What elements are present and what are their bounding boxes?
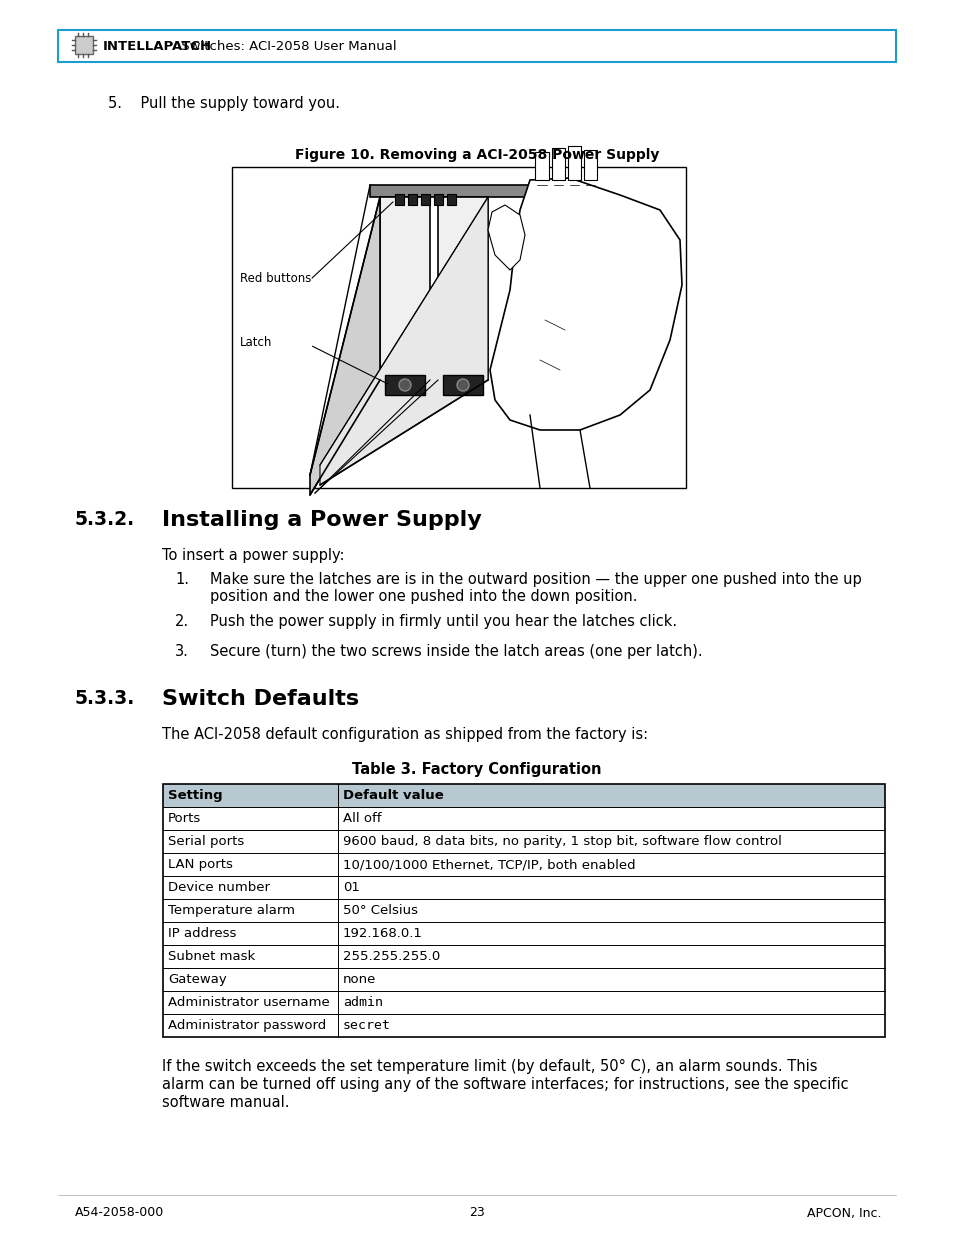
Text: 50° Celsius: 50° Celsius <box>343 904 417 918</box>
Text: 01: 01 <box>343 881 359 894</box>
Polygon shape <box>310 198 379 495</box>
Polygon shape <box>442 375 482 395</box>
Text: 9600 baud, 8 data bits, no parity, 1 stop bit, software flow control: 9600 baud, 8 data bits, no parity, 1 sto… <box>343 835 781 848</box>
Bar <box>370 185 539 198</box>
Text: Serial ports: Serial ports <box>168 835 244 848</box>
Text: Temperature alarm: Temperature alarm <box>168 904 294 918</box>
Polygon shape <box>447 194 456 205</box>
Text: If the switch exceeds the set temperature limit (by default, 50° C), an alarm so: If the switch exceeds the set temperatur… <box>162 1058 817 1074</box>
Text: Device number: Device number <box>168 881 270 894</box>
Text: alarm can be turned off using any of the software interfaces; for instructions, : alarm can be turned off using any of the… <box>162 1077 848 1092</box>
Text: 10/100/1000 Ethernet, TCP/IP, both enabled: 10/100/1000 Ethernet, TCP/IP, both enabl… <box>343 858 635 871</box>
Text: To insert a power supply:: To insert a power supply: <box>162 548 344 563</box>
Text: 5.    Pull the supply toward you.: 5. Pull the supply toward you. <box>108 96 339 111</box>
Text: Subnet mask: Subnet mask <box>168 950 255 963</box>
Polygon shape <box>490 178 681 430</box>
Polygon shape <box>395 194 403 205</box>
Text: All off: All off <box>343 811 381 825</box>
Text: 2.: 2. <box>174 614 189 629</box>
Text: Installing a Power Supply: Installing a Power Supply <box>162 510 481 530</box>
Polygon shape <box>488 205 524 270</box>
Text: none: none <box>343 973 376 986</box>
Polygon shape <box>420 194 430 205</box>
Text: 3.: 3. <box>174 643 189 659</box>
Text: secret: secret <box>343 1019 391 1032</box>
Text: Administrator username: Administrator username <box>168 995 330 1009</box>
Text: Default value: Default value <box>343 789 443 802</box>
Text: 192.168.0.1: 192.168.0.1 <box>343 927 422 940</box>
Text: Secure (turn) the two screws inside the latch areas (one per latch).: Secure (turn) the two screws inside the … <box>210 643 702 659</box>
Polygon shape <box>583 149 597 180</box>
Text: Table 3. Factory Configuration: Table 3. Factory Configuration <box>352 762 601 777</box>
Text: Ports: Ports <box>168 811 201 825</box>
Bar <box>232 167 685 488</box>
Circle shape <box>398 379 411 391</box>
Text: Red buttons: Red buttons <box>240 272 311 284</box>
Text: Gateway: Gateway <box>168 973 227 986</box>
Text: Switch Defaults: Switch Defaults <box>162 689 358 709</box>
Text: Switches: ACI-2058 User Manual: Switches: ACI-2058 User Manual <box>177 40 396 53</box>
Polygon shape <box>319 198 488 485</box>
Text: LAN ports: LAN ports <box>168 858 233 871</box>
Text: 255.255.255.0: 255.255.255.0 <box>343 950 439 963</box>
Text: Make sure the latches are is in the outward position — the upper one pushed into: Make sure the latches are is in the outw… <box>210 572 861 587</box>
Bar <box>437 198 488 380</box>
Text: The ACI-2058 default configuration as shipped from the factory is:: The ACI-2058 default configuration as sh… <box>162 727 647 742</box>
Polygon shape <box>408 194 416 205</box>
Circle shape <box>456 379 469 391</box>
Text: Setting: Setting <box>168 789 222 802</box>
Text: 23: 23 <box>469 1207 484 1219</box>
Text: Figure 10. Removing a ACI-2058 Power Supply: Figure 10. Removing a ACI-2058 Power Sup… <box>294 148 659 162</box>
Text: A54-2058-000: A54-2058-000 <box>75 1207 164 1219</box>
Text: APCON, Inc.: APCON, Inc. <box>806 1207 882 1219</box>
Text: INTELLAPATCH: INTELLAPATCH <box>103 40 212 53</box>
Polygon shape <box>535 152 548 180</box>
Polygon shape <box>385 375 424 395</box>
Text: software manual.: software manual. <box>162 1095 289 1110</box>
Text: Push the power supply in firmly until you hear the latches click.: Push the power supply in firmly until yo… <box>210 614 677 629</box>
Text: Administrator password: Administrator password <box>168 1019 326 1032</box>
Polygon shape <box>434 194 442 205</box>
Bar <box>163 784 884 1037</box>
Bar <box>163 784 884 806</box>
Text: admin: admin <box>343 995 382 1009</box>
Bar <box>58 30 895 62</box>
Bar <box>379 198 430 380</box>
Text: 5.3.2.: 5.3.2. <box>75 510 135 529</box>
Text: position and the lower one pushed into the down position.: position and the lower one pushed into t… <box>210 589 637 604</box>
Polygon shape <box>552 148 564 180</box>
Text: IP address: IP address <box>168 927 236 940</box>
Text: 1.: 1. <box>174 572 189 587</box>
Polygon shape <box>567 146 580 180</box>
Text: 5.3.3.: 5.3.3. <box>75 689 135 708</box>
Text: Latch: Latch <box>240 336 273 350</box>
Bar <box>75 36 92 54</box>
